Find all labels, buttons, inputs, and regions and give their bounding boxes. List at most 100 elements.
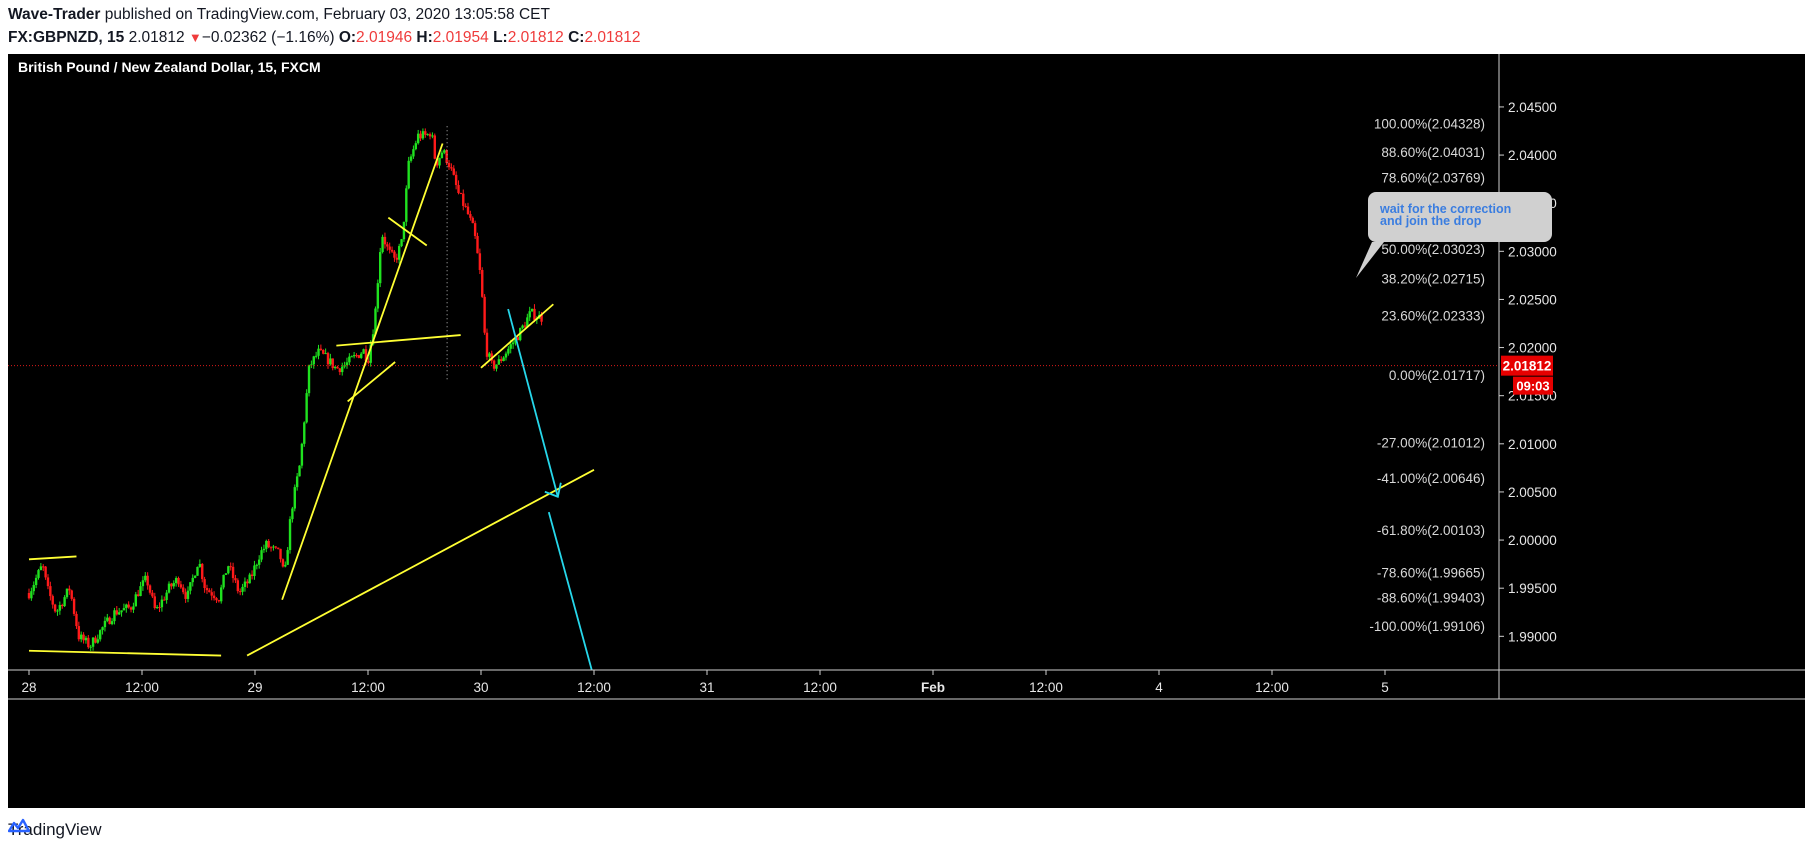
candle (91, 637, 95, 647)
candle (466, 206, 470, 215)
candle (303, 422, 306, 444)
candle (236, 580, 240, 592)
x-tick-label: 5 (1381, 680, 1389, 695)
fib-level-14: -100.00%(1.99106) (1369, 619, 1485, 634)
candle (65, 588, 69, 598)
candle (155, 607, 159, 609)
low-label: L: (493, 29, 508, 46)
candle (443, 150, 446, 153)
candle (281, 559, 285, 567)
candle (312, 356, 315, 365)
candle (177, 578, 180, 585)
candle (262, 548, 266, 551)
author-name[interactable]: Wave-Trader (8, 6, 101, 23)
y-tick-label: 2.04000 (1508, 148, 1557, 163)
candle (393, 251, 396, 258)
y-tick-label: 2.01000 (1508, 437, 1557, 452)
candle (158, 607, 161, 609)
fib-level-2: 88.60%(2.04031) (1381, 145, 1485, 160)
candle (319, 348, 323, 350)
close-label: C: (568, 29, 585, 46)
candle (146, 575, 149, 586)
candle (419, 133, 422, 139)
candle (376, 283, 380, 309)
candle (416, 133, 420, 144)
x-tick-label: Feb (921, 680, 945, 695)
candle (68, 588, 71, 591)
candle (243, 581, 247, 587)
candle (198, 563, 202, 567)
candle (400, 239, 403, 247)
open-value: 2.01946 (356, 29, 413, 46)
candle (331, 358, 334, 369)
candle (338, 368, 342, 373)
candle (231, 566, 235, 579)
candle (511, 342, 515, 345)
candle (120, 610, 123, 613)
y-tick-label: 1.99500 (1508, 581, 1557, 596)
candle (450, 167, 453, 169)
flag-line (387, 216, 428, 247)
candle (94, 637, 97, 643)
candle (222, 574, 225, 588)
candle (497, 359, 501, 365)
projection-arrowhead (544, 482, 562, 498)
price-chart[interactable]: 100.00%(2.04328) 88.60%(2.04031) 78.60%(2.… (8, 54, 1805, 808)
candle (27, 593, 31, 599)
candle (390, 249, 394, 252)
candle (257, 559, 261, 565)
candle (42, 566, 45, 568)
candle (329, 358, 332, 365)
candle (160, 599, 164, 608)
annotation-line-1: wait for the correction (1379, 202, 1511, 216)
x-tick-label: 12:00 (1029, 680, 1063, 695)
down-arrow-icon: ▼ (188, 30, 202, 45)
candle (217, 600, 221, 602)
y-tick-label: 2.02500 (1508, 292, 1557, 307)
fib-level-8: 0.00%(2.01717) (1389, 368, 1485, 383)
candle (352, 355, 356, 357)
candle (447, 162, 451, 168)
candle (56, 610, 59, 612)
candle (395, 257, 399, 260)
candle (540, 314, 543, 322)
steep-support-line (281, 143, 444, 601)
candle (452, 168, 455, 175)
fib-level-9: -27.00%(2.01012) (1377, 436, 1485, 451)
candle (265, 540, 268, 549)
candle (172, 583, 175, 587)
fib-level-12: -78.60%(1.99665) (1377, 565, 1485, 580)
candle (51, 596, 54, 605)
footer-brand[interactable]: TradingView (8, 818, 102, 842)
fib-level-7: 23.60%(2.02333) (1381, 309, 1485, 324)
candle (364, 349, 368, 362)
candle (314, 355, 318, 357)
candle (288, 519, 292, 551)
candle (381, 236, 384, 253)
candle (293, 487, 296, 509)
candle (485, 332, 489, 357)
candle (125, 604, 128, 609)
candle (317, 348, 320, 356)
candle (151, 592, 154, 597)
chart-title: British Pound / New Zealand Dollar, 15, … (18, 59, 321, 75)
candle (39, 566, 43, 571)
close-value: 2.01812 (584, 29, 641, 46)
candle (521, 325, 524, 329)
candle (516, 337, 520, 341)
candle (201, 563, 204, 580)
candle (490, 353, 493, 361)
candle (205, 588, 209, 591)
low-value: 2.01812 (507, 29, 564, 46)
candle (509, 344, 512, 349)
chart-panel[interactable]: 100.00%(2.04328) 88.60%(2.04031) 78.60%(2.… (8, 54, 1805, 808)
fib-level-13: -88.60%(1.99403) (1377, 591, 1485, 606)
y-tick-label: 2.02000 (1508, 341, 1557, 356)
candle (227, 566, 230, 574)
candle (234, 578, 237, 581)
candle (533, 308, 536, 320)
candle (402, 221, 406, 240)
candle (326, 353, 330, 365)
candle (405, 188, 408, 222)
candle (478, 253, 482, 270)
